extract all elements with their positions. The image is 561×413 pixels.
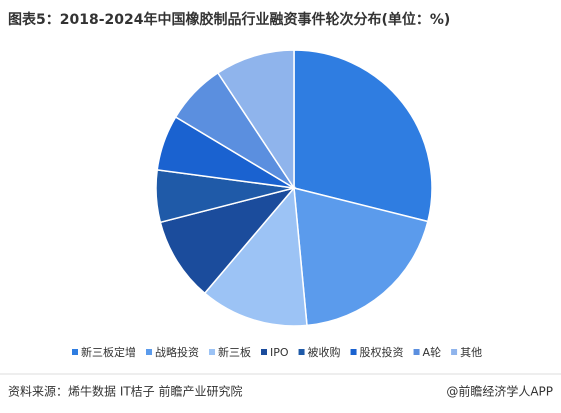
legend-swatch: [413, 349, 420, 355]
legend-swatch: [209, 349, 215, 355]
legend-swatch: [451, 349, 458, 355]
pie-slice: [216, 49, 295, 191]
legend-label: 战略投资: [155, 345, 199, 359]
legend-swatch: [72, 349, 78, 355]
legend-label: 新三板定增: [81, 345, 136, 359]
legend-swatch: [261, 349, 267, 355]
legend-swatch: [350, 349, 357, 355]
legend-swatch: [146, 349, 152, 355]
chart-title: 图表5：2018-2024年中国橡胶制品行业融资事件轮次分布(单位：%): [8, 11, 450, 28]
legend-label: 股权投资: [360, 345, 404, 359]
pie-slice: [293, 187, 429, 327]
pie-slice: [293, 49, 433, 223]
pie-slice: [203, 186, 308, 327]
legend-label: A轮: [423, 345, 442, 359]
legend-label: 被收购: [308, 345, 341, 359]
legend-swatch: [298, 349, 305, 355]
legend-label: 新三板: [218, 345, 251, 359]
brand: @前瞻经济学人APP: [446, 384, 553, 399]
legend-label: IPO: [270, 346, 289, 359]
legend-label: 其他: [460, 346, 482, 359]
source: 资料来源：烯牛数据 IT桔子 前瞻产业研究院: [8, 384, 243, 399]
